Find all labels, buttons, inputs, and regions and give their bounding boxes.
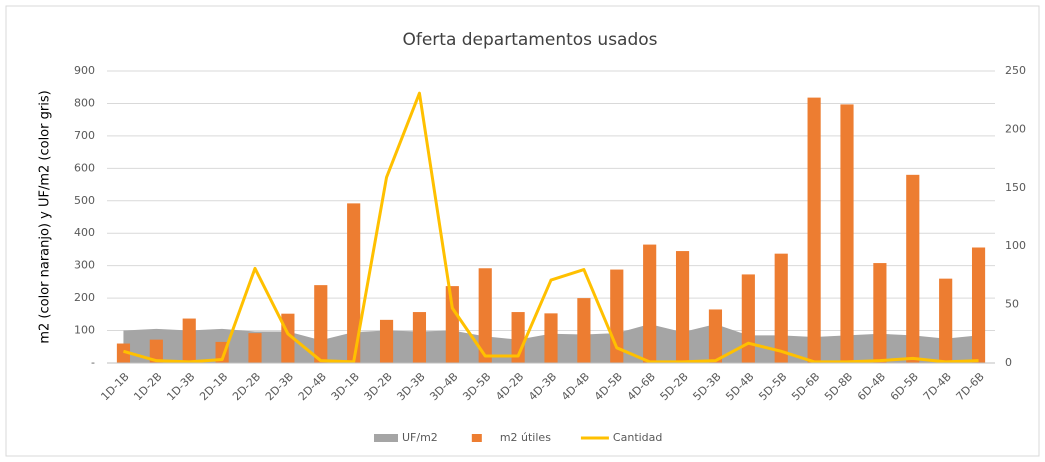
y-tick-label: 900 [74, 64, 95, 77]
legend-swatch [374, 434, 398, 442]
bar [971, 247, 986, 363]
bar [182, 318, 196, 363]
y2-tick-label: 250 [1005, 64, 1026, 77]
y2-tick-label: 0 [1005, 356, 1012, 369]
y2-tick-label: 100 [1005, 239, 1026, 252]
bar [708, 309, 723, 363]
bar [906, 174, 920, 363]
y-tick-label: 600 [74, 161, 95, 174]
y-tick-label: - [91, 356, 95, 369]
y-tick-label: 300 [74, 259, 95, 272]
legend-label: m2 útiles [500, 431, 551, 444]
bar [643, 244, 657, 363]
bar [412, 312, 427, 363]
bar [840, 104, 854, 363]
bar [149, 339, 163, 363]
y-tick-label: 700 [74, 129, 95, 142]
bar [347, 203, 361, 363]
bar [939, 278, 953, 363]
bar [741, 274, 755, 363]
bar [379, 319, 394, 363]
y-tick-label: 200 [74, 291, 95, 304]
y2-tick-label: 50 [1005, 298, 1019, 311]
bar [544, 313, 558, 363]
bar [577, 298, 591, 363]
bar [675, 251, 690, 363]
legend-label: Cantidad [613, 431, 662, 444]
chart-title: Oferta departamentos usados [402, 30, 657, 50]
bar [116, 343, 131, 363]
legend-label: UF/m2 [402, 431, 438, 444]
y2-tick-label: 200 [1005, 122, 1026, 135]
y-tick-label: 800 [74, 96, 95, 109]
y2-tick-label: 150 [1005, 181, 1026, 194]
bar [445, 286, 459, 363]
y-tick-label: 400 [74, 226, 95, 239]
bar [248, 333, 262, 363]
bar [774, 253, 788, 363]
y-tick-label: 100 [74, 324, 95, 337]
bar [807, 97, 821, 364]
y-axis-title: m2 (color naranjo) y UF/m2 (color gris) [38, 90, 53, 343]
bar [873, 263, 887, 363]
bar [314, 285, 328, 363]
chart-frame [5, 5, 1040, 457]
legend-swatch [471, 434, 482, 442]
bar [478, 268, 492, 363]
y-tick-label: 500 [74, 194, 95, 207]
line [123, 91, 979, 364]
